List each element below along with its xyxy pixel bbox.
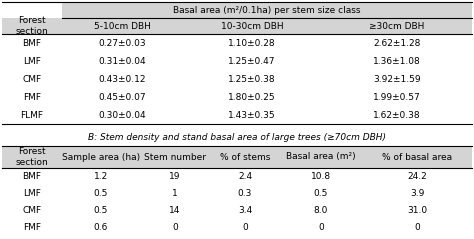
Text: B: Stem density and stand basal area of large trees (≥70cm DBH): B: Stem density and stand basal area of … bbox=[88, 132, 386, 141]
Text: 10.8: 10.8 bbox=[311, 172, 331, 181]
Text: BMF: BMF bbox=[22, 38, 42, 48]
Text: 0: 0 bbox=[172, 223, 178, 232]
Text: Basal area (m²): Basal area (m²) bbox=[286, 152, 356, 162]
Text: 0.43±0.12: 0.43±0.12 bbox=[98, 75, 146, 83]
Text: FMF: FMF bbox=[23, 223, 41, 232]
Text: 8.0: 8.0 bbox=[314, 206, 328, 215]
Text: Basal area (m²/0.1ha) per stem size class: Basal area (m²/0.1ha) per stem size clas… bbox=[173, 5, 361, 15]
Text: 0.30±0.04: 0.30±0.04 bbox=[98, 110, 146, 120]
Text: 2.62±1.28: 2.62±1.28 bbox=[374, 38, 421, 48]
Text: 0.5: 0.5 bbox=[314, 189, 328, 198]
Text: 24.2: 24.2 bbox=[407, 172, 427, 181]
Text: 0.45±0.07: 0.45±0.07 bbox=[98, 92, 146, 102]
Text: 14: 14 bbox=[169, 206, 181, 215]
Text: 1.10±0.28: 1.10±0.28 bbox=[228, 38, 276, 48]
Text: ≥30cm DBH: ≥30cm DBH bbox=[369, 22, 425, 31]
Text: LMF: LMF bbox=[23, 56, 41, 65]
Bar bbox=[2, 146, 472, 168]
Text: 3.4: 3.4 bbox=[238, 206, 252, 215]
Text: 0: 0 bbox=[318, 223, 324, 232]
Text: 10-30cm DBH: 10-30cm DBH bbox=[221, 22, 283, 31]
Text: 0.31±0.04: 0.31±0.04 bbox=[98, 56, 146, 65]
Text: BMF: BMF bbox=[22, 172, 42, 181]
Text: FMF: FMF bbox=[23, 92, 41, 102]
Text: 19: 19 bbox=[169, 172, 181, 181]
Text: Stem number: Stem number bbox=[144, 152, 206, 162]
Text: 0.5: 0.5 bbox=[94, 206, 108, 215]
Text: 1.36±1.08: 1.36±1.08 bbox=[373, 56, 421, 65]
Text: 31.0: 31.0 bbox=[407, 206, 427, 215]
Text: 1.25±0.47: 1.25±0.47 bbox=[228, 56, 276, 65]
Text: 1: 1 bbox=[172, 189, 178, 198]
Text: 0: 0 bbox=[414, 223, 420, 232]
Text: 2.4: 2.4 bbox=[238, 172, 252, 181]
Text: 0.27±0.03: 0.27±0.03 bbox=[98, 38, 146, 48]
Text: 1.25±0.38: 1.25±0.38 bbox=[228, 75, 276, 83]
Text: LMF: LMF bbox=[23, 189, 41, 198]
Text: 1.99±0.57: 1.99±0.57 bbox=[373, 92, 421, 102]
Text: 1.80±0.25: 1.80±0.25 bbox=[228, 92, 276, 102]
Text: Forest
section: Forest section bbox=[16, 16, 48, 36]
Bar bbox=[62, 2, 472, 18]
Text: 0.6: 0.6 bbox=[94, 223, 108, 232]
Text: FLMF: FLMF bbox=[20, 110, 44, 120]
Text: 1.2: 1.2 bbox=[94, 172, 108, 181]
Bar bbox=[2, 18, 472, 34]
Text: 0.3: 0.3 bbox=[238, 189, 252, 198]
Text: CMF: CMF bbox=[22, 206, 42, 215]
Text: % of basal area: % of basal area bbox=[382, 152, 452, 162]
Text: 5-10cm DBH: 5-10cm DBH bbox=[93, 22, 150, 31]
Text: 3.9: 3.9 bbox=[410, 189, 424, 198]
Text: 0: 0 bbox=[242, 223, 248, 232]
Text: 0.5: 0.5 bbox=[94, 189, 108, 198]
Text: 3.92±1.59: 3.92±1.59 bbox=[373, 75, 421, 83]
Text: 1.62±0.38: 1.62±0.38 bbox=[373, 110, 421, 120]
Text: 1.43±0.35: 1.43±0.35 bbox=[228, 110, 276, 120]
Text: % of stems: % of stems bbox=[220, 152, 270, 162]
Text: Forest
section: Forest section bbox=[16, 147, 48, 167]
Text: CMF: CMF bbox=[22, 75, 42, 83]
Text: Sample area (ha): Sample area (ha) bbox=[62, 152, 140, 162]
